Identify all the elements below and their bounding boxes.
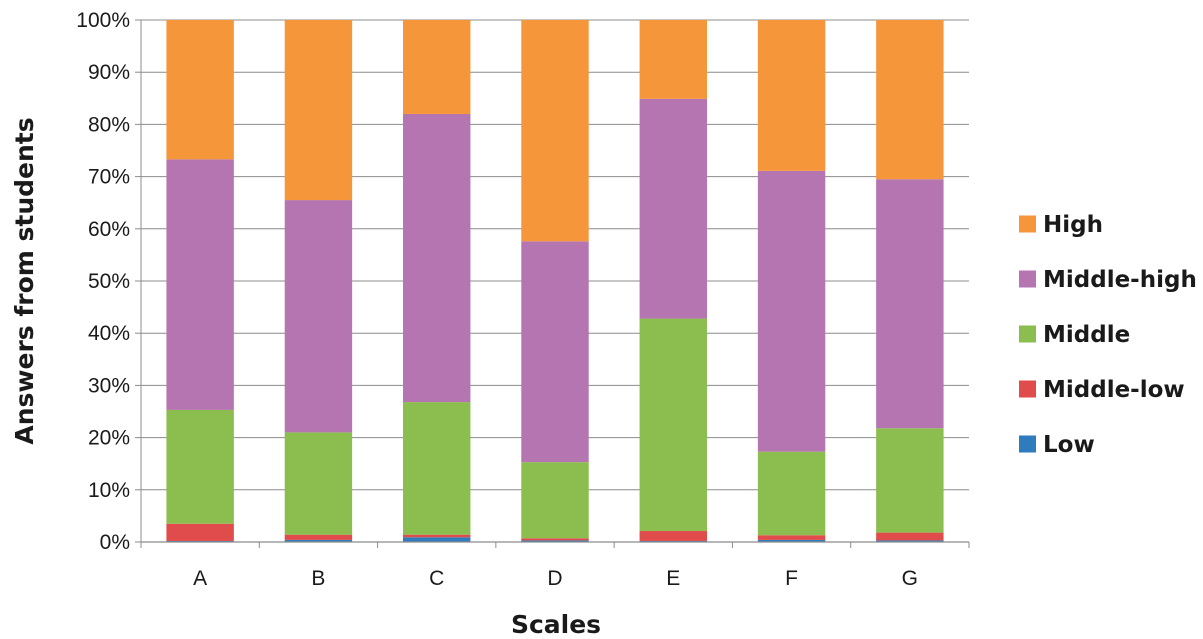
- axes: [135, 19, 970, 548]
- legend-label: Middle-low: [1043, 377, 1185, 403]
- legend-swatch: [1019, 270, 1036, 288]
- x-tick-label: G: [902, 567, 918, 590]
- bar-segment: [521, 540, 589, 542]
- legend-label: Middle-high: [1043, 267, 1197, 293]
- bar-segment: [166, 20, 234, 160]
- bar-segment: [521, 462, 589, 539]
- bar-segment: [757, 170, 826, 452]
- y-axis-title: Answers from students: [10, 117, 39, 444]
- y-tick-label: 10%: [88, 479, 130, 502]
- bar-segment: [639, 318, 707, 532]
- bar-segment: [284, 539, 353, 542]
- bar-segment: [166, 523, 234, 541]
- x-axis-title: Scales: [511, 610, 601, 639]
- bar-segment: [284, 20, 353, 201]
- bar-segment: [876, 540, 944, 542]
- y-tick-label: 70%: [88, 166, 130, 189]
- y-tick-label: 30%: [88, 374, 130, 397]
- legend: High Middle-high Middle Middle-low Low: [1019, 212, 1197, 458]
- bar-segment: [757, 539, 826, 542]
- legend-label: Low: [1043, 432, 1095, 458]
- bar-segment: [639, 98, 707, 319]
- bar-segment: [521, 538, 589, 541]
- x-tick-label: A: [193, 567, 207, 590]
- x-tick-label: F: [785, 567, 798, 590]
- legend-swatch: [1019, 435, 1036, 453]
- bar-segment: [876, 179, 944, 429]
- bar-segment: [284, 534, 353, 540]
- bar-segment: [284, 432, 353, 535]
- bar-segment: [166, 159, 234, 410]
- legend-swatch: [1019, 380, 1036, 398]
- bar-segment: [166, 409, 234, 524]
- legend-swatch: [1019, 215, 1036, 233]
- legend-label: Middle: [1043, 322, 1130, 348]
- y-tick-label: 20%: [88, 427, 130, 450]
- x-tick-label: C: [429, 567, 444, 590]
- bar-segment: [403, 402, 471, 535]
- bar-segment: [403, 113, 471, 403]
- y-tick-label: 60%: [88, 218, 130, 241]
- bar-segment: [876, 532, 944, 541]
- y-tick-label: 0%: [100, 531, 130, 554]
- y-tick-label: 40%: [88, 322, 130, 345]
- y-tick-label: 90%: [88, 61, 130, 84]
- x-tick-label: E: [666, 567, 680, 590]
- bar-segment: [876, 428, 944, 533]
- bar-segment: [639, 20, 707, 99]
- x-tick-label: D: [547, 567, 562, 590]
- x-tick-label: B: [311, 567, 325, 590]
- bar-segment: [639, 531, 707, 541]
- bar-segment: [521, 20, 589, 242]
- bar-segment: [521, 241, 589, 463]
- bar-segment: [757, 535, 826, 540]
- bar-segment: [876, 20, 944, 180]
- bar-segment: [403, 534, 471, 538]
- bars: [166, 20, 944, 542]
- legend-swatch: [1019, 325, 1036, 343]
- bar-segment: [757, 451, 826, 536]
- bar-segment: [403, 537, 471, 542]
- y-tick-label: 50%: [88, 270, 130, 293]
- bar-segment: [757, 20, 826, 171]
- y-tick-label: 100%: [76, 9, 130, 32]
- legend-label: High: [1043, 212, 1103, 238]
- tick-labels: 0% 10% 20% 30% 40% 50% 60% 70% 80% 90% 100% A B C D E F G: [76, 9, 918, 590]
- bar-segment: [284, 200, 353, 433]
- bar-segment: [403, 20, 471, 114]
- y-tick-label: 80%: [88, 113, 130, 136]
